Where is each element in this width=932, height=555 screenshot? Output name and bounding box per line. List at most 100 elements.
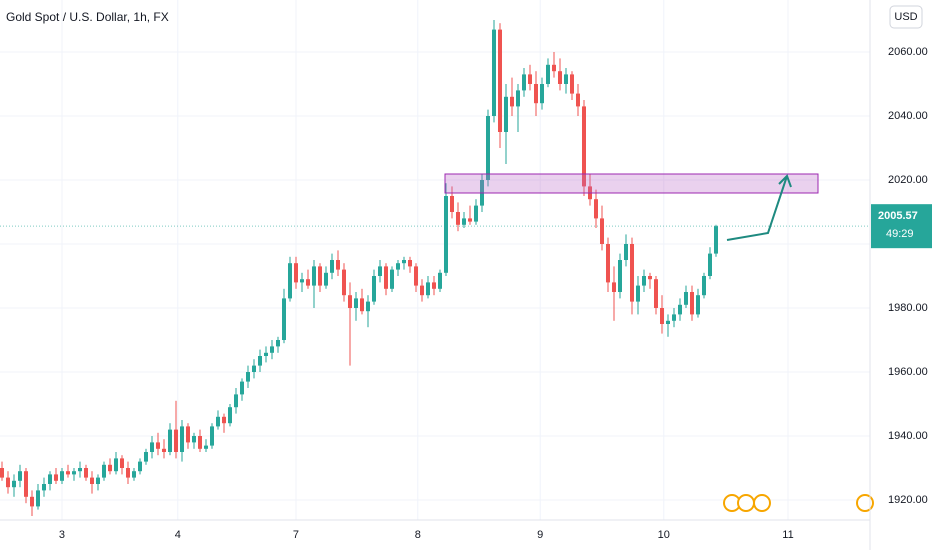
candle-body: [329, 260, 334, 273]
candle-body: [119, 458, 124, 468]
candle-body: [275, 340, 280, 347]
candle-body: [641, 276, 646, 286]
candle-body: [263, 352, 268, 356]
candle-body: [623, 244, 628, 260]
arrow: [726, 174, 792, 241]
candle-body: [629, 244, 634, 302]
x-tick-label: 4: [175, 529, 181, 541]
candle-body: [35, 490, 40, 507]
candle-body: [293, 263, 298, 283]
candle-body: [29, 496, 34, 507]
candle-body: [59, 471, 64, 481]
y-tick-label: 2040.00: [888, 110, 928, 122]
candle-body: [245, 372, 250, 382]
candle-body: [305, 279, 310, 286]
candle-body: [515, 90, 520, 107]
x-tick-label: 10: [658, 529, 670, 541]
candle-body: [575, 93, 580, 107]
candle-body: [551, 64, 556, 72]
candle-body: [311, 266, 316, 286]
candle-body: [467, 218, 472, 222]
candle-body: [11, 480, 16, 488]
last-price-label: 2005.57: [878, 210, 918, 222]
candle-body: [635, 285, 640, 302]
candle-body: [671, 314, 676, 321]
candle-body: [521, 74, 526, 91]
candle-body: [509, 96, 514, 107]
x-tick-label: 9: [537, 529, 543, 541]
candle-body: [617, 260, 622, 292]
candle-body: [287, 263, 292, 299]
candle-body: [41, 484, 46, 491]
candle-body: [47, 474, 52, 484]
candle-body: [401, 260, 406, 264]
candle-body: [191, 436, 196, 443]
y-tick-label: 1940.00: [888, 430, 928, 442]
currency-button[interactable]: [889, 5, 923, 29]
candle-body: [101, 464, 106, 478]
x-tick-label: 8: [415, 529, 421, 541]
candle-body: [203, 445, 208, 449]
candle-body: [179, 426, 184, 452]
candle-body: [137, 461, 142, 472]
candle-body: [239, 381, 244, 395]
candle-body: [533, 84, 538, 104]
candle-body: [677, 304, 682, 315]
candle-body: [23, 471, 28, 497]
candle-body: [419, 285, 424, 296]
candle-body: [65, 471, 70, 475]
candle-body: [599, 218, 604, 244]
event-icons: [723, 494, 874, 512]
candle-body: [611, 282, 616, 292]
candle-body: [593, 199, 598, 219]
candle-body: [83, 468, 88, 478]
candle-body: [425, 282, 430, 296]
candle-body: [95, 477, 100, 484]
candle-body: [317, 266, 322, 286]
candle-body: [527, 74, 532, 84]
candle-body: [665, 320, 670, 324]
candle-body: [563, 74, 568, 84]
candle-body: [449, 196, 454, 212]
candle-body: [281, 298, 286, 340]
zone: [444, 173, 819, 194]
candle-body: [431, 282, 436, 289]
candle-body: [113, 458, 118, 472]
candle-body: [353, 298, 358, 308]
countdown: 49:29: [886, 228, 914, 240]
candle-body: [569, 74, 574, 94]
candle-body: [227, 407, 232, 424]
candle-body: [89, 477, 94, 484]
last-price-box: [871, 204, 932, 249]
candle-body: [539, 84, 544, 104]
candle-body: [5, 477, 10, 488]
candle-body: [581, 106, 586, 187]
candle-body: [341, 269, 346, 296]
candle-body: [659, 308, 664, 324]
candle-body: [377, 266, 382, 276]
candle-body: [125, 468, 130, 478]
candle-body: [503, 96, 508, 132]
candle-body: [257, 356, 262, 366]
y-tick-label: 2020.00: [888, 174, 928, 186]
candle-body: [0, 468, 4, 478]
candle-body: [491, 29, 496, 117]
currency[interactable]: USD: [894, 11, 917, 23]
candle-body: [707, 253, 712, 276]
candle-body: [131, 471, 136, 478]
candle-body: [365, 301, 370, 312]
candle-body: [149, 442, 154, 452]
candle-body: [161, 448, 166, 452]
y-tick-label: 1960.00: [888, 366, 928, 378]
candle-body: [557, 71, 562, 84]
candle-body: [143, 452, 148, 462]
grid: [0, 0, 870, 520]
candle-body: [413, 266, 418, 286]
candle-body: [359, 298, 364, 312]
candle-body: [455, 212, 460, 225]
candle-body: [53, 474, 58, 481]
candle-body: [437, 272, 442, 289]
candle-body: [251, 365, 256, 372]
candle-body: [485, 116, 490, 180]
